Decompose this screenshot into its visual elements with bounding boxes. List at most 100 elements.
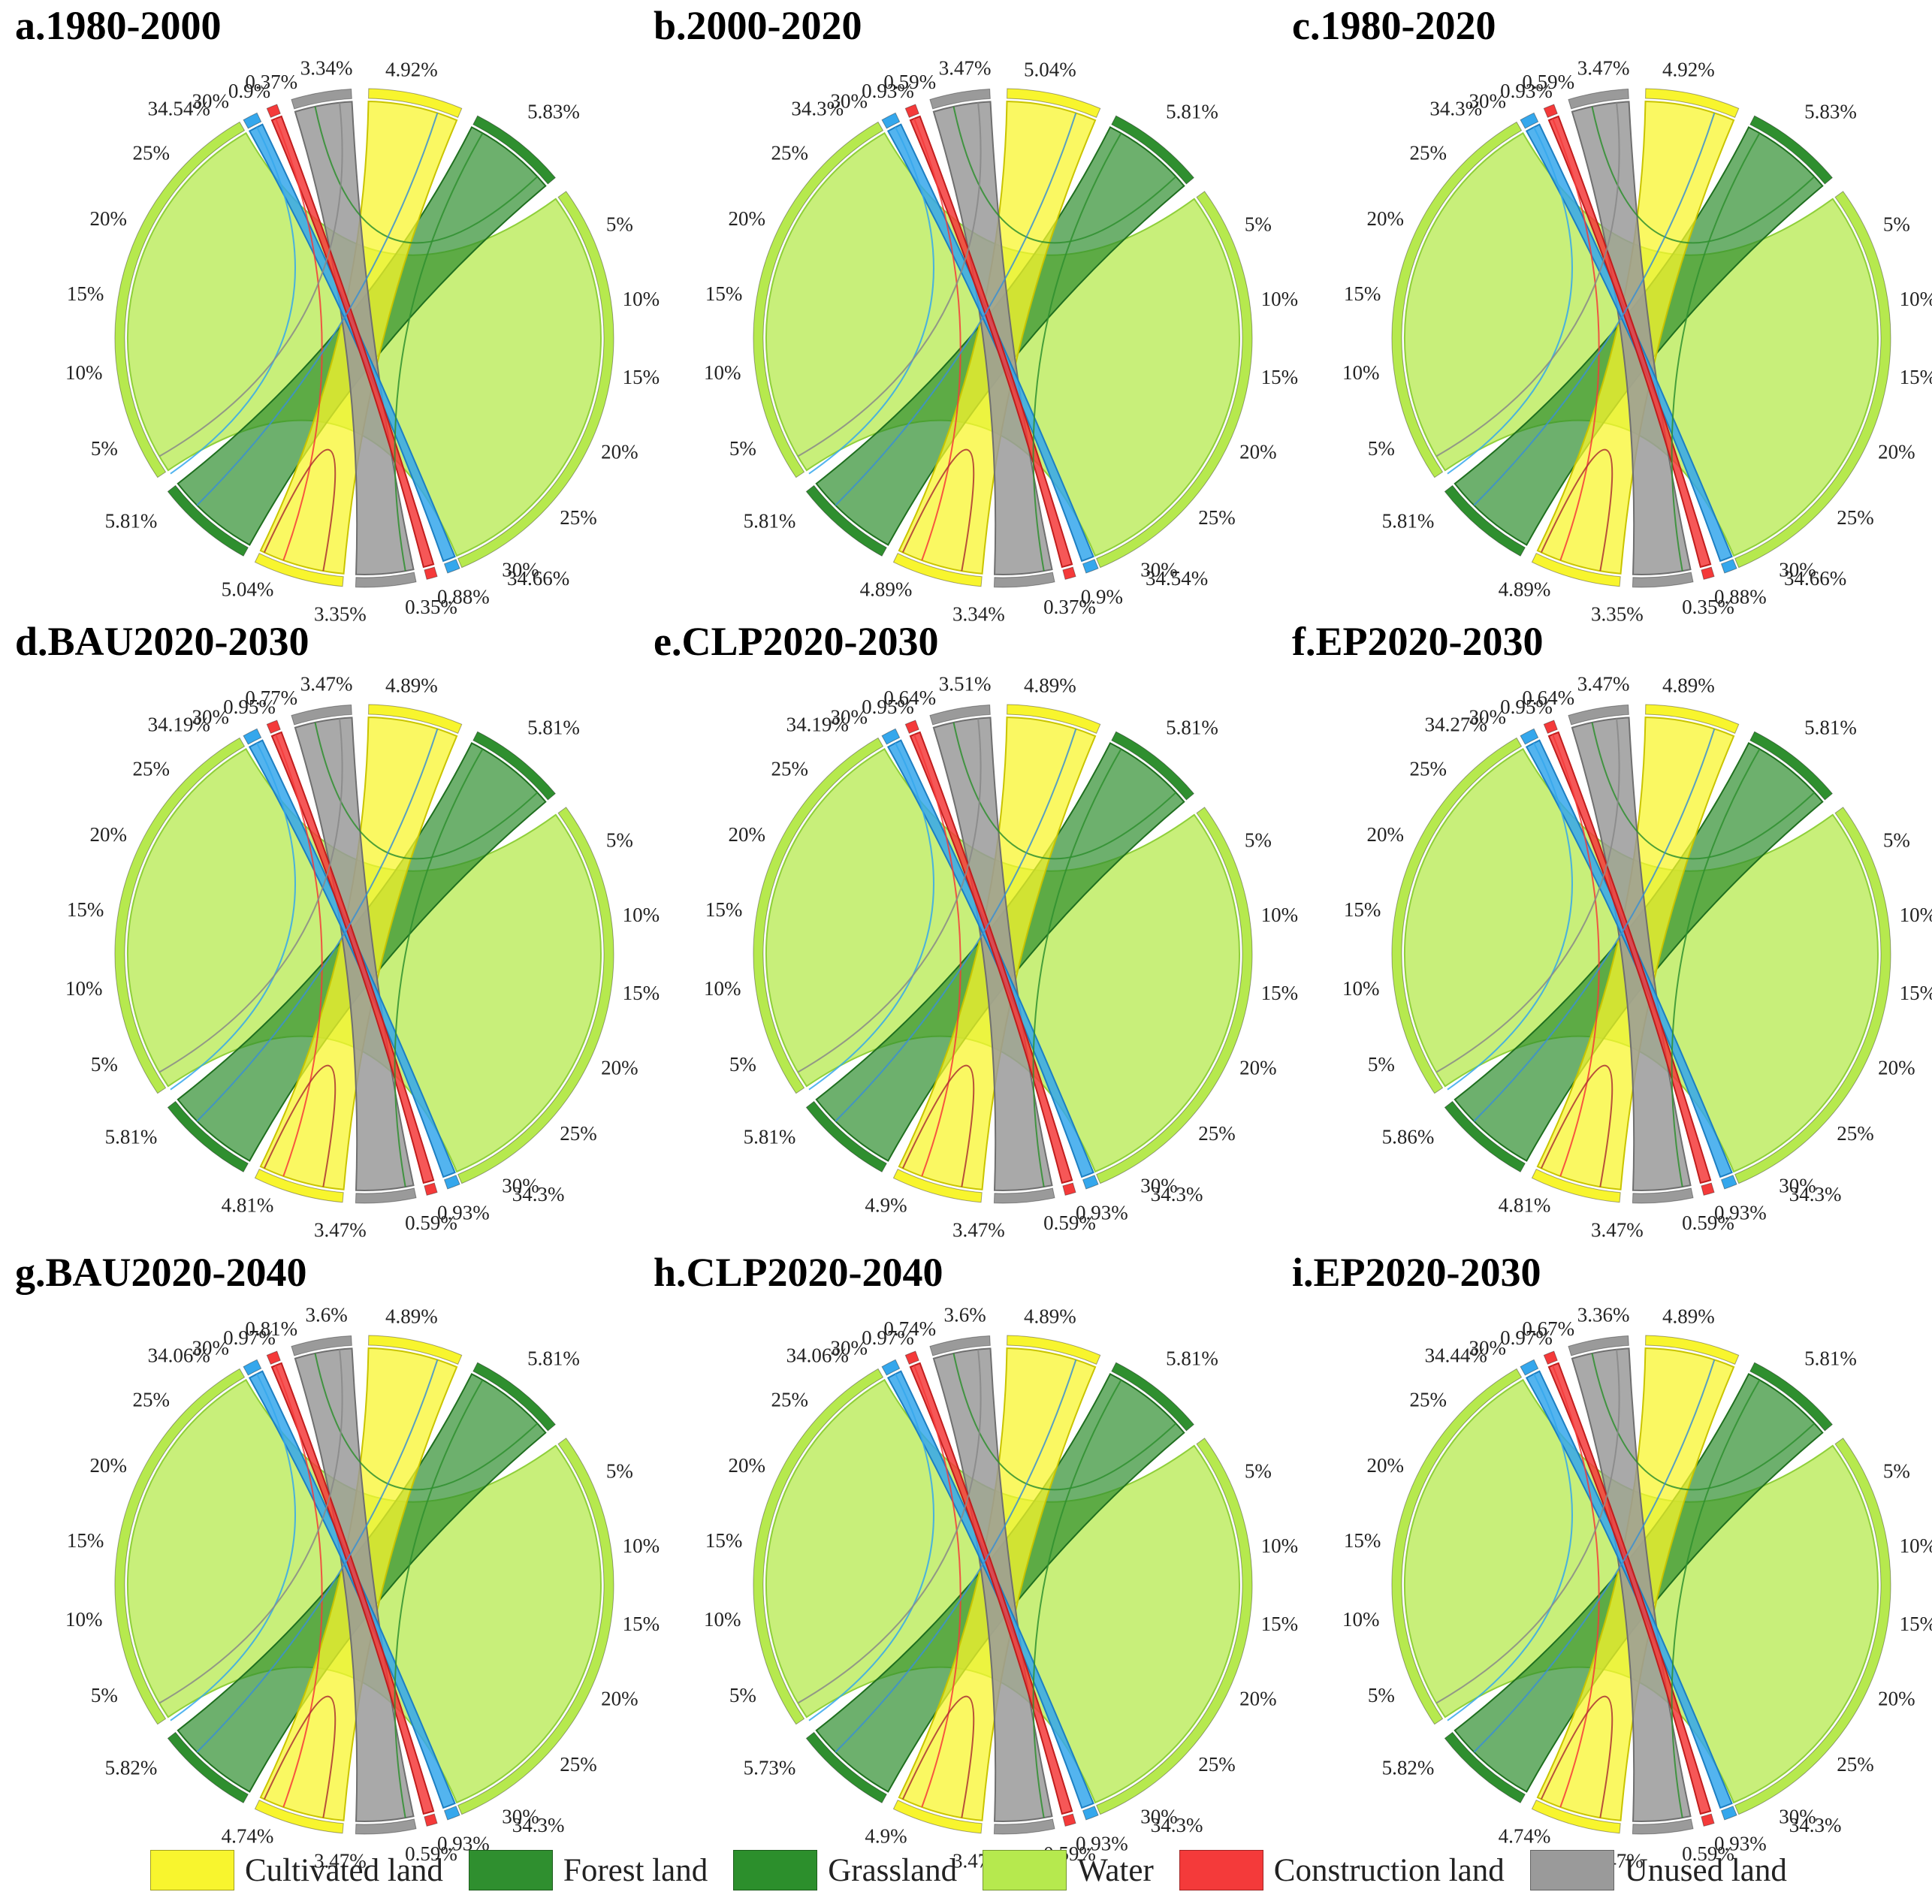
arc-water [457, 807, 614, 1184]
scale-tick-left: 20% [1366, 823, 1404, 846]
top-label-forest-land: 5.83% [1804, 101, 1857, 123]
arc-forest-land [1111, 731, 1195, 801]
legend-item-grassland: Grassland [733, 1850, 957, 1890]
scale-tick-left: 30% [830, 90, 868, 113]
scale-tick-right: 5% [1245, 1460, 1272, 1483]
scale-tick-right: 15% [623, 982, 660, 1004]
ribbon-water-body [886, 123, 1094, 563]
top-label-unused-land: 3.47% [939, 57, 992, 80]
scale-tick-left: 5% [729, 1684, 756, 1706]
bottom-label-cultivated-land: 4.89% [860, 578, 913, 601]
scale-tick-right: 15% [1261, 1613, 1299, 1635]
top-label-cultivated-land: 4.92% [1662, 58, 1715, 80]
arc-cultivated-land [1645, 1335, 1740, 1365]
chord-panel-2: b.2000-2020 5% 5% 10% 10% 15% 15% 20% 20% 25% 25% 3… [654, 3, 1298, 626]
scale-tick-left: 5% [1368, 1053, 1395, 1076]
legend-item-water: Water [983, 1850, 1154, 1890]
legend-swatch-forest-land [468, 1850, 553, 1890]
scale-tick-right: 30% [1140, 1805, 1178, 1827]
flow-line [1552, 734, 1600, 1177]
scale-tick-left: 20% [728, 1454, 765, 1477]
flow-line [158, 718, 343, 1073]
arc-water-body [881, 728, 901, 745]
arc-construction-land [1062, 566, 1076, 581]
arc-water-body [1720, 1806, 1737, 1821]
chord-panel-1: a.1980-2000 5% 5% 10% 10% 15% 15% 20% 20% 25% 25% 3… [15, 3, 660, 626]
arc-water [1391, 737, 1523, 1094]
ribbon-construction-land [1547, 731, 1712, 1184]
arc-forest-land [805, 1100, 888, 1173]
scale-tick-right: 10% [1261, 1534, 1299, 1557]
legend-swatch-construction-land [1179, 1850, 1263, 1890]
scale-tick-left: 15% [67, 1529, 104, 1552]
scale-tick-left: 25% [1409, 141, 1447, 164]
flow-line [901, 448, 975, 572]
flow-line [835, 729, 1077, 1122]
arc-construction-land [266, 1350, 281, 1365]
scale-tick-left: 5% [91, 1053, 118, 1076]
top-label-cultivated-land: 4.89% [1662, 1305, 1715, 1327]
ribbon-construction-land [909, 1362, 1073, 1815]
scale-tick-right: 30% [1140, 558, 1178, 581]
top-label-water-body: 0.93% [1500, 80, 1553, 102]
scale-tick-left: 5% [1368, 437, 1395, 460]
flow-line [170, 1373, 296, 1721]
arc-construction-land [1062, 1182, 1076, 1196]
scale-tick-left: 20% [728, 207, 765, 230]
scale-tick-right: 30% [1779, 558, 1816, 581]
top-label-unused-land: 3.34% [300, 57, 353, 80]
ribbon-construction-land [270, 1362, 435, 1815]
scale-tick-left: 15% [705, 898, 743, 921]
scale-tick-left: 25% [1409, 1388, 1447, 1411]
top-label-water-body: 0.95% [223, 696, 276, 718]
top-label-construction-land: 0.64% [1522, 686, 1574, 709]
top-label-construction-land: 0.81% [245, 1317, 297, 1340]
legend-swatch-water [983, 1850, 1067, 1890]
legend-swatch-grassland [733, 1850, 818, 1890]
arc-unused-land [1632, 1187, 1694, 1204]
top-label-cultivated-land: 5.04% [1024, 58, 1076, 80]
ribbon-water-body [248, 123, 456, 563]
legend-label-unused-land: Unused land [1624, 1852, 1787, 1888]
arc-water [1734, 191, 1891, 569]
arc-cultivated-land [1645, 704, 1740, 735]
arc-water [1095, 807, 1253, 1184]
flow-line [1671, 748, 1761, 1187]
scale-tick-left: 15% [705, 282, 743, 305]
scale-tick-right: 5% [1883, 1460, 1910, 1483]
arc-forest-land [167, 1100, 249, 1173]
arc-unused-land [1632, 1818, 1694, 1835]
arc-water [753, 1368, 884, 1725]
arc-forest-land [472, 115, 557, 185]
flow-line [263, 1064, 337, 1187]
ribbon-water-body [886, 1370, 1094, 1809]
scale-tick-right: 10% [1261, 288, 1299, 310]
bottom-label-unused-land: 3.47% [314, 1850, 367, 1872]
scale-tick-left: 10% [704, 361, 741, 384]
scale-tick-left: 30% [830, 1337, 868, 1359]
bottom-label-forest-land: 5.81% [105, 1126, 158, 1148]
top-label-water: 34.54% [148, 97, 210, 119]
arc-water [1095, 191, 1253, 569]
top-label-construction-land: 0.67% [1522, 1317, 1574, 1340]
top-label-unused-land: 3.36% [1577, 1304, 1630, 1326]
scale-tick-left: 20% [728, 823, 765, 846]
arc-forest-land [472, 731, 557, 801]
bottom-label-water: 34.66% [1784, 567, 1846, 590]
top-label-unused-land: 3.6% [305, 1304, 347, 1326]
arc-cultivated-land [368, 1335, 463, 1365]
flow-line [196, 1359, 439, 1753]
scale-tick-right: 20% [601, 1056, 638, 1079]
flow-line [314, 1353, 539, 1491]
arc-water-body [1720, 559, 1737, 574]
scale-tick-right: 25% [1198, 1753, 1236, 1776]
flow-line [1032, 1379, 1122, 1818]
arc-water-body [243, 112, 262, 129]
bottom-label-cultivated-land: 4.81% [222, 1194, 274, 1217]
bottom-label-construction-land: 0.59% [1682, 1211, 1734, 1234]
bottom-label-water-body: 0.9% [1081, 586, 1123, 608]
flow-line [170, 126, 296, 475]
arc-water-body [443, 559, 460, 574]
scale-tick-right: 10% [1900, 904, 1932, 926]
scale-tick-left: 25% [132, 141, 170, 164]
